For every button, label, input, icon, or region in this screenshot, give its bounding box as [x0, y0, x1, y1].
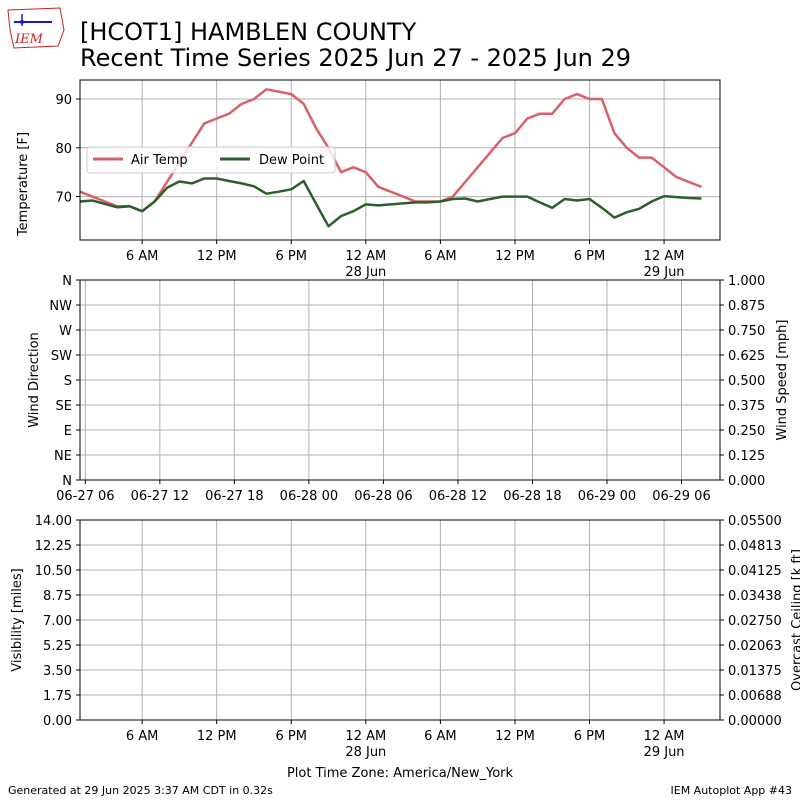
x-tick-label: 6 AM: [126, 249, 159, 264]
y-tick-label: 80: [55, 142, 72, 157]
y2-tick-label: 0.500: [728, 374, 765, 389]
temperature-axis-label: Temperature [F]: [16, 132, 31, 237]
y-tick-label: 7.00: [43, 614, 72, 629]
timezone-label: Plot Time Zone: America/New_York: [287, 766, 514, 781]
visibility-axis-label: Visibility [miles]: [10, 568, 25, 671]
x-tick-label: 6 PM: [276, 729, 307, 744]
wind-panel: 06-27 06 06-27 12 06-27 18 06-28 00 06-28 06…: [49, 274, 765, 504]
y2-tick-label: 0.250: [728, 424, 765, 439]
x-tick-label: 12 PM: [197, 729, 237, 744]
wind-direction-axis-label: Wind Direction: [27, 332, 42, 428]
y2-tick-label: 0.625: [728, 349, 765, 364]
x-tick-label: 12 PM: [197, 249, 237, 264]
y-tick-label: 5.25: [43, 639, 72, 654]
y-tick-label: SE: [56, 399, 72, 414]
x-tick-label: 06-28 06: [354, 489, 412, 504]
y2-tick-label: 0.00688: [728, 689, 782, 704]
app-credit: IEM Autoplot App #43: [671, 784, 793, 797]
x-tick-date-label: 28 Jun: [345, 745, 386, 760]
y-tick-label: 12.25: [35, 539, 72, 554]
y-tick-label: 10.50: [35, 564, 72, 579]
legend-dew-point-label: Dew Point: [259, 153, 324, 168]
y2-tick-label: 0.04125: [728, 564, 782, 579]
plot-frame: [79, 519, 721, 721]
y2-tick-label: 1.000: [728, 274, 765, 289]
y-tick-label: S: [64, 374, 72, 389]
x-tick-label: 06-29 00: [578, 489, 636, 504]
y2-tick-label: 0.01375: [728, 664, 782, 679]
legend-frame: [86, 146, 336, 174]
ceiling-axis-label: Overcast Ceiling [k ft]: [790, 549, 800, 691]
y2-tick-label: 0.00000: [728, 714, 782, 729]
x-tick-label: 6 AM: [126, 729, 159, 744]
y-tick-label: E: [64, 424, 72, 439]
y-tick-label: N: [62, 274, 72, 289]
x-tick-label: 06-28 00: [280, 489, 338, 504]
y2-tick-label: 0.000: [728, 474, 765, 489]
x-tick-label: 12 AM: [644, 729, 685, 744]
x-tick-label: 12 AM: [345, 249, 386, 264]
plot-frame: [79, 279, 721, 481]
y-tick-label: 3.50: [43, 664, 72, 679]
y-tick-label: NW: [49, 299, 72, 314]
x-tick-label: 06-27 18: [205, 489, 263, 504]
x-tick-label: 6 AM: [424, 729, 457, 744]
y2-tick-label: 0.04813: [728, 539, 782, 554]
plot-frame: [79, 79, 721, 241]
generated-note: Generated at 29 Jun 2025 3:37 AM CDT in …: [8, 784, 273, 797]
y-tick-label: 70: [55, 191, 72, 206]
x-tick-date-label: 29 Jun: [644, 745, 685, 760]
chart-title-line2: Recent Time Series 2025 Jun 27 - 2025 Ju…: [80, 44, 631, 72]
x-tick-label: 6 PM: [276, 249, 307, 264]
y-tick-label: W: [59, 324, 72, 339]
x-tick-label: 12 PM: [495, 249, 535, 264]
y-tick-label: 1.75: [43, 689, 72, 704]
y-tick-label: 90: [55, 93, 72, 108]
x-tick-label: 06-28 12: [429, 489, 487, 504]
x-tick-date-label: 28 Jun: [345, 265, 386, 280]
x-tick-label: 06-27 06: [56, 489, 114, 504]
y2-tick-label: 0.02063: [728, 639, 782, 654]
y2-tick-label: 0.875: [728, 299, 765, 314]
dew-point-line: [79, 177, 702, 228]
y-tick-label: N: [62, 474, 72, 489]
y2-tick-label: 0.375: [728, 399, 765, 414]
y2-tick-label: 0.125: [728, 449, 765, 464]
y-tick-label: 0.00: [43, 714, 72, 729]
x-tick-label: 12 PM: [495, 729, 535, 744]
y2-tick-label: 0.03438: [728, 589, 782, 604]
x-tick-label: 06-29 06: [652, 489, 710, 504]
x-tick-label: 12 AM: [345, 729, 386, 744]
x-tick-date-label: 29 Jun: [644, 265, 685, 280]
y2-tick-label: 0.05500: [728, 514, 782, 529]
y2-tick-label: 0.02750: [728, 614, 782, 629]
iem-logo: IEM: [7, 7, 65, 49]
chart-title-line1: [HCOT1] HAMBLEN COUNTY: [80, 18, 417, 46]
x-tick-label: 6 AM: [424, 249, 457, 264]
y2-tick-label: 0.750: [728, 324, 765, 339]
wind-speed-axis-label: Wind Speed [mph]: [775, 320, 790, 441]
x-tick-label: 6 PM: [574, 249, 605, 264]
x-tick-label: 6 PM: [574, 729, 605, 744]
y-tick-label: SW: [51, 349, 72, 364]
legend-air-temp-label: Air Temp: [131, 153, 188, 168]
x-tick-label: 06-27 12: [131, 489, 189, 504]
y-tick-label: 8.75: [43, 589, 72, 604]
legend: Air Temp Dew Point: [86, 146, 336, 174]
logo-text: IEM: [14, 32, 44, 47]
x-tick-label: 12 AM: [644, 249, 685, 264]
y-tick-label: NE: [54, 449, 72, 464]
x-tick-label: 06-28 18: [503, 489, 561, 504]
y-tick-label: 14.00: [35, 514, 72, 529]
